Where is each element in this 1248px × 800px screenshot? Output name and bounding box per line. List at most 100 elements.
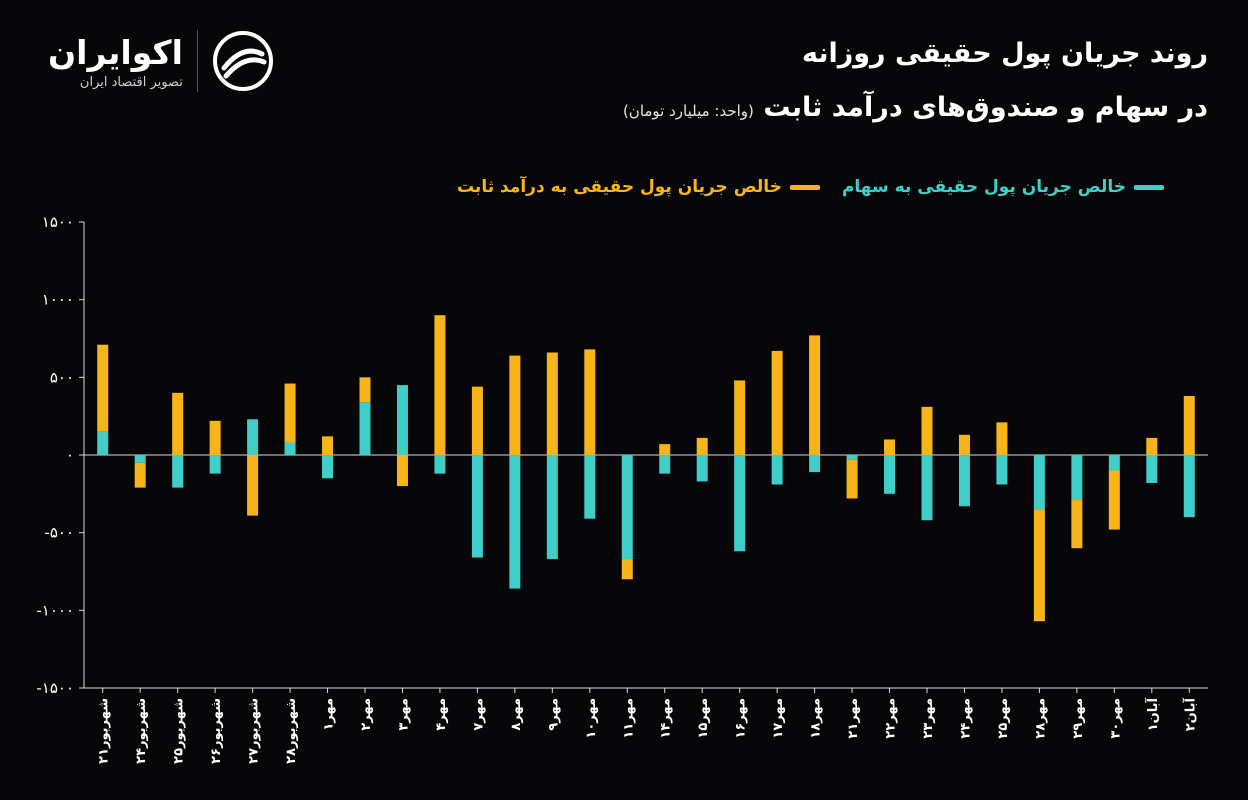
bar-stocks xyxy=(509,455,521,589)
legend-swatch-stocks xyxy=(1134,184,1164,190)
bar-fixed-income xyxy=(209,420,221,455)
bar-stocks xyxy=(846,455,858,460)
legend-item-stocks: خالص جریان پول حقیقی به سهام xyxy=(842,177,1164,197)
x-tick-label: مهر۹ xyxy=(546,698,561,731)
bar-stocks xyxy=(134,455,146,463)
bar-stocks xyxy=(396,385,408,455)
x-tick-label: مهر۱۴ xyxy=(659,698,674,739)
x-tick-label: شهریور۲۷ xyxy=(247,698,262,764)
x-tick-label: مهر۳ xyxy=(396,698,411,731)
bar-stocks xyxy=(247,419,259,455)
y-tick-label: ۱۵۰۰ xyxy=(42,213,74,231)
bar-stocks xyxy=(584,455,596,519)
bar-stocks xyxy=(471,455,483,558)
x-tick-label: شهریور۲۴ xyxy=(134,698,149,764)
x-tick-label: مهر۱۰ xyxy=(584,698,599,739)
bar-fixed-income xyxy=(1033,509,1045,622)
bar-fixed-income xyxy=(696,437,708,455)
x-tick-label: مهر۱۱ xyxy=(621,698,636,739)
x-tick-label: مهر۱۶ xyxy=(734,698,749,739)
brand-tagline: تصویر اقتصاد ایران xyxy=(79,74,183,90)
x-tick-label: مهر۲۱ xyxy=(846,698,861,739)
x-tick-label: آبان۱ xyxy=(1144,697,1161,731)
bar-fixed-income xyxy=(921,406,933,455)
legend-swatch-fixed-income xyxy=(789,184,820,190)
x-tick-label: مهر۲ xyxy=(359,698,374,731)
bar-fixed-income xyxy=(1108,470,1120,530)
x-tick-label: مهر۲۵ xyxy=(996,698,1011,739)
bar-fixed-income xyxy=(584,349,596,455)
bar-stocks xyxy=(209,455,221,474)
x-tick-label: مهر۸ xyxy=(509,698,524,731)
x-tick-label: مهر۱۸ xyxy=(809,698,824,739)
bar-fixed-income xyxy=(247,455,259,516)
bar-stocks xyxy=(1071,455,1083,501)
y-tick-label: -۱۵۰۰ xyxy=(36,679,74,697)
x-tick-label: مهر۳۰ xyxy=(1108,698,1123,739)
bar-fixed-income xyxy=(659,444,671,455)
legend-label-stocks: خالص جریان پول حقیقی به سهام xyxy=(841,177,1126,197)
bar-stocks xyxy=(621,455,633,560)
bar-fixed-income xyxy=(734,380,746,455)
bar-stocks xyxy=(434,455,446,474)
y-tick-label: ۰ xyxy=(66,446,74,464)
bar-stocks xyxy=(696,455,708,482)
bar-stocks xyxy=(1183,455,1195,518)
x-tick-label: مهر۲۹ xyxy=(1071,698,1086,739)
bar-fixed-income xyxy=(1183,395,1195,455)
unit-label: (واحد: میلیارد تومان) xyxy=(622,102,754,120)
x-tick-label: آبان۲ xyxy=(1181,697,1198,731)
bar-stocks xyxy=(734,455,746,552)
legend-label-fixed-income: خالص جریان پول حقیقی به درآمد ثابت xyxy=(456,177,782,197)
brand-logo: اکوایران تصویر اقتصاد ایران xyxy=(48,30,274,92)
x-tick-label: شهریور۲۱ xyxy=(97,698,112,764)
bar-fixed-income xyxy=(509,355,521,455)
x-tick-label: شهریور۲۵ xyxy=(172,698,187,764)
bar-fixed-income xyxy=(284,383,296,443)
bar-stocks xyxy=(884,455,896,494)
chart-title-line1: روند جریان پول حقیقی روزانه xyxy=(801,38,1208,69)
bar-stocks xyxy=(284,442,296,455)
bar-stocks xyxy=(97,431,109,455)
bar-stocks xyxy=(1108,455,1120,471)
x-tick-label: مهر۲۳ xyxy=(921,698,936,739)
brand-name: اکوایران xyxy=(48,32,183,72)
x-tick-label: مهر۲۴ xyxy=(958,698,973,739)
bar-fixed-income xyxy=(134,462,146,488)
bar-fixed-income xyxy=(884,439,896,455)
bar-stocks xyxy=(809,455,821,473)
bar-fixed-income xyxy=(771,350,783,455)
bar-stocks xyxy=(546,455,558,560)
bar-fixed-income xyxy=(846,459,858,499)
bar-fixed-income xyxy=(1071,500,1083,549)
bar-fixed-income xyxy=(809,335,821,455)
bar-stocks xyxy=(359,402,371,455)
y-tick-label: -۱۰۰۰ xyxy=(36,601,74,619)
y-tick-label: ۵۰۰ xyxy=(50,368,74,386)
brand-divider xyxy=(196,30,198,92)
x-tick-label: مهر۲۸ xyxy=(1033,698,1048,739)
bar-stocks xyxy=(958,455,970,507)
bar-fixed-income xyxy=(97,344,109,432)
bar-fixed-income xyxy=(434,315,446,455)
x-tick-label: مهر۱۷ xyxy=(771,698,786,739)
bar-fixed-income xyxy=(621,559,633,580)
bar-fixed-income xyxy=(322,436,334,455)
legend-item-fixed-income: خالص جریان پول حقیقی به درآمد ثابت xyxy=(457,177,820,197)
bar-fixed-income xyxy=(958,434,970,455)
brand-emblem-icon xyxy=(212,31,273,91)
bar-stocks xyxy=(996,455,1008,485)
bar-stocks xyxy=(172,455,184,488)
x-tick-label: مهر۴ xyxy=(434,698,449,731)
bar-stocks xyxy=(1146,455,1158,483)
legend: خالص جریان پول حقیقی به سهام خالص جریان … xyxy=(457,177,1164,197)
bar-fixed-income xyxy=(359,377,371,403)
bar-fixed-income xyxy=(1146,437,1158,455)
x-tick-label: شهریور۲۶ xyxy=(209,698,224,764)
x-tick-label: مهر۷ xyxy=(471,698,486,731)
bar-fixed-income xyxy=(471,386,483,455)
bar-fixed-income xyxy=(172,392,184,455)
bar-stocks xyxy=(322,455,334,479)
bar-stocks xyxy=(921,455,933,521)
chart-title-line2: در سهام و صندوق‌های درآمد ثابت (واحد: می… xyxy=(623,92,1208,123)
